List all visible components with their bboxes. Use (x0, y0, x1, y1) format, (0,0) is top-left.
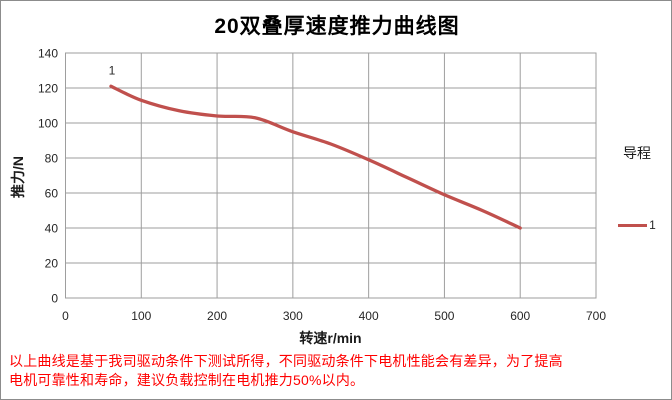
y-tick-label: 140 (38, 47, 58, 61)
legend-item: 1 (605, 218, 669, 232)
y-tick-label: 80 (45, 152, 59, 166)
legend-line-sample (618, 223, 648, 227)
x-tick-label: 600 (510, 309, 530, 323)
legend: 导程 1 (605, 143, 669, 232)
disclaimer-line-1: 以上曲线是基于我司驱动条件下测试所得，不同驱动条件下电机性能会有差异，为了提高 (9, 353, 563, 369)
plot-area: 0 20 40 60 80 100 120 140 0 100 200 300 400 500 600 700… (38, 47, 606, 324)
y-axis-title: 推力/N (10, 156, 26, 198)
y-tick-label: 100 (38, 117, 58, 131)
disclaimer-line-2: 电机可靠性和寿命，建议负载控制在电机推力50%以内。 (9, 371, 365, 388)
y-tick-label: 20 (45, 257, 59, 271)
x-tick-label: 700 (586, 309, 606, 323)
chart-title: 20双叠厚速度推力曲线图 (214, 15, 460, 38)
series-line (109, 84, 522, 230)
x-tick-label: 300 (283, 309, 303, 323)
x-tick-label: 200 (207, 309, 227, 323)
x-tick-label: 100 (131, 309, 151, 323)
x-tick-label: 0 (62, 309, 69, 323)
plot-border (65, 52, 597, 299)
x-tick-label: 400 (359, 309, 379, 323)
legend-title: 导程 (623, 145, 651, 161)
disclaimer-text: 以上曲线是基于我司驱动条件下测试所得，不同驱动条件下电机性能会有差异，为了提高 … (9, 352, 649, 389)
x-tick-label: 500 (434, 309, 454, 323)
y-tick-label: 60 (45, 187, 59, 201)
legend-item-label: 1 (649, 218, 656, 232)
y-tick-label: 0 (51, 292, 58, 306)
y-tick-label: 120 (38, 82, 58, 96)
x-axis-title: 转速r/min (299, 330, 362, 346)
series-point-label: 1 (109, 63, 116, 77)
y-tick-label: 40 (45, 222, 59, 236)
